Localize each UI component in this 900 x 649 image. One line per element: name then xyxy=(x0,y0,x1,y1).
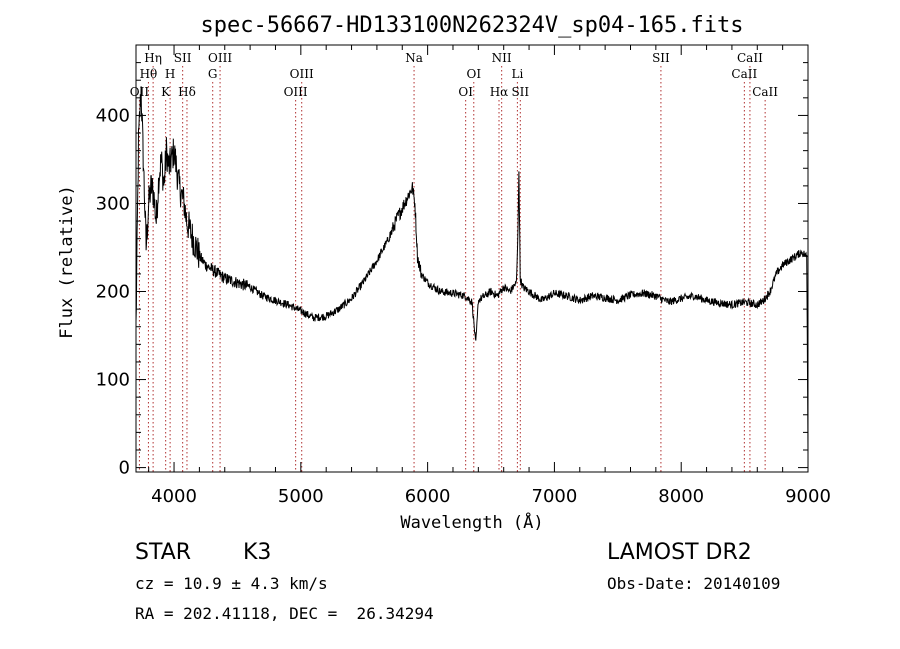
spectrum-series xyxy=(135,86,809,455)
coordinates: RA = 202.41118, DEC = 26.34294 xyxy=(135,604,434,623)
line-label-0: OII xyxy=(130,85,150,99)
object-class: STAR xyxy=(135,540,192,565)
line-label-18: SII xyxy=(652,51,670,65)
y-tick-label-0: 0 xyxy=(119,458,130,479)
line-label-8: G xyxy=(208,67,218,81)
line-label-1: Hη xyxy=(144,51,162,65)
line-label-20: CaII xyxy=(731,67,757,81)
plot-frame xyxy=(135,44,809,473)
x-tick-label-6000: 6000 xyxy=(405,486,451,507)
x-tick-label-8000: 8000 xyxy=(658,486,704,507)
line-label-10: OIII xyxy=(284,85,308,99)
y-tick-label-300: 300 xyxy=(96,193,130,214)
line-label-2: Hθ xyxy=(140,67,158,81)
object-subclass: K3 xyxy=(243,540,272,565)
x-tick-label-5000: 5000 xyxy=(278,486,324,507)
line-label-5: SII xyxy=(174,51,192,65)
line-label-7: OIII xyxy=(208,51,232,65)
line-label-11: Na xyxy=(405,51,423,65)
x-tick-label-4000: 4000 xyxy=(151,486,197,507)
line-label-9: OIII xyxy=(290,67,314,81)
x-tick-label-9000: 9000 xyxy=(785,486,831,507)
y-axis-label: Flux (relative) xyxy=(57,185,77,339)
chart-title: spec-56667-HD133100N262324V_sp04-165.fit… xyxy=(200,13,743,38)
chart-axes: 4000 5000 6000 7000 8000 9000 0 100 200 300 400 xyxy=(96,44,831,507)
y-tick-label-100: 100 xyxy=(96,370,130,391)
y-tick-label-200: 200 xyxy=(96,282,130,303)
line-label-21: CaII xyxy=(752,85,778,99)
series-line-0 xyxy=(135,86,809,455)
line-label-6: Hδ xyxy=(178,85,196,99)
y-tick-label-400: 400 xyxy=(96,105,130,126)
x-axis-label: Wavelength (Å) xyxy=(400,511,543,533)
redshift-cz: cz = 10.9 ± 4.3 km/s xyxy=(135,574,328,593)
line-label-15: Hα xyxy=(490,85,509,99)
observation-date: Obs-Date: 20140109 xyxy=(607,574,781,593)
line-label-14: NII xyxy=(492,51,512,65)
x-tick-label-7000: 7000 xyxy=(532,486,578,507)
line-label-19: CaII xyxy=(737,51,763,65)
line-label-13: OI xyxy=(458,85,473,99)
line-label-17: SII xyxy=(511,85,529,99)
line-label-3: K xyxy=(161,85,171,99)
line-label-12: OI xyxy=(466,67,481,81)
survey-name: LAMOST DR2 xyxy=(607,540,752,565)
line-label-4: H xyxy=(165,67,175,81)
line-label-16: Li xyxy=(511,67,523,81)
